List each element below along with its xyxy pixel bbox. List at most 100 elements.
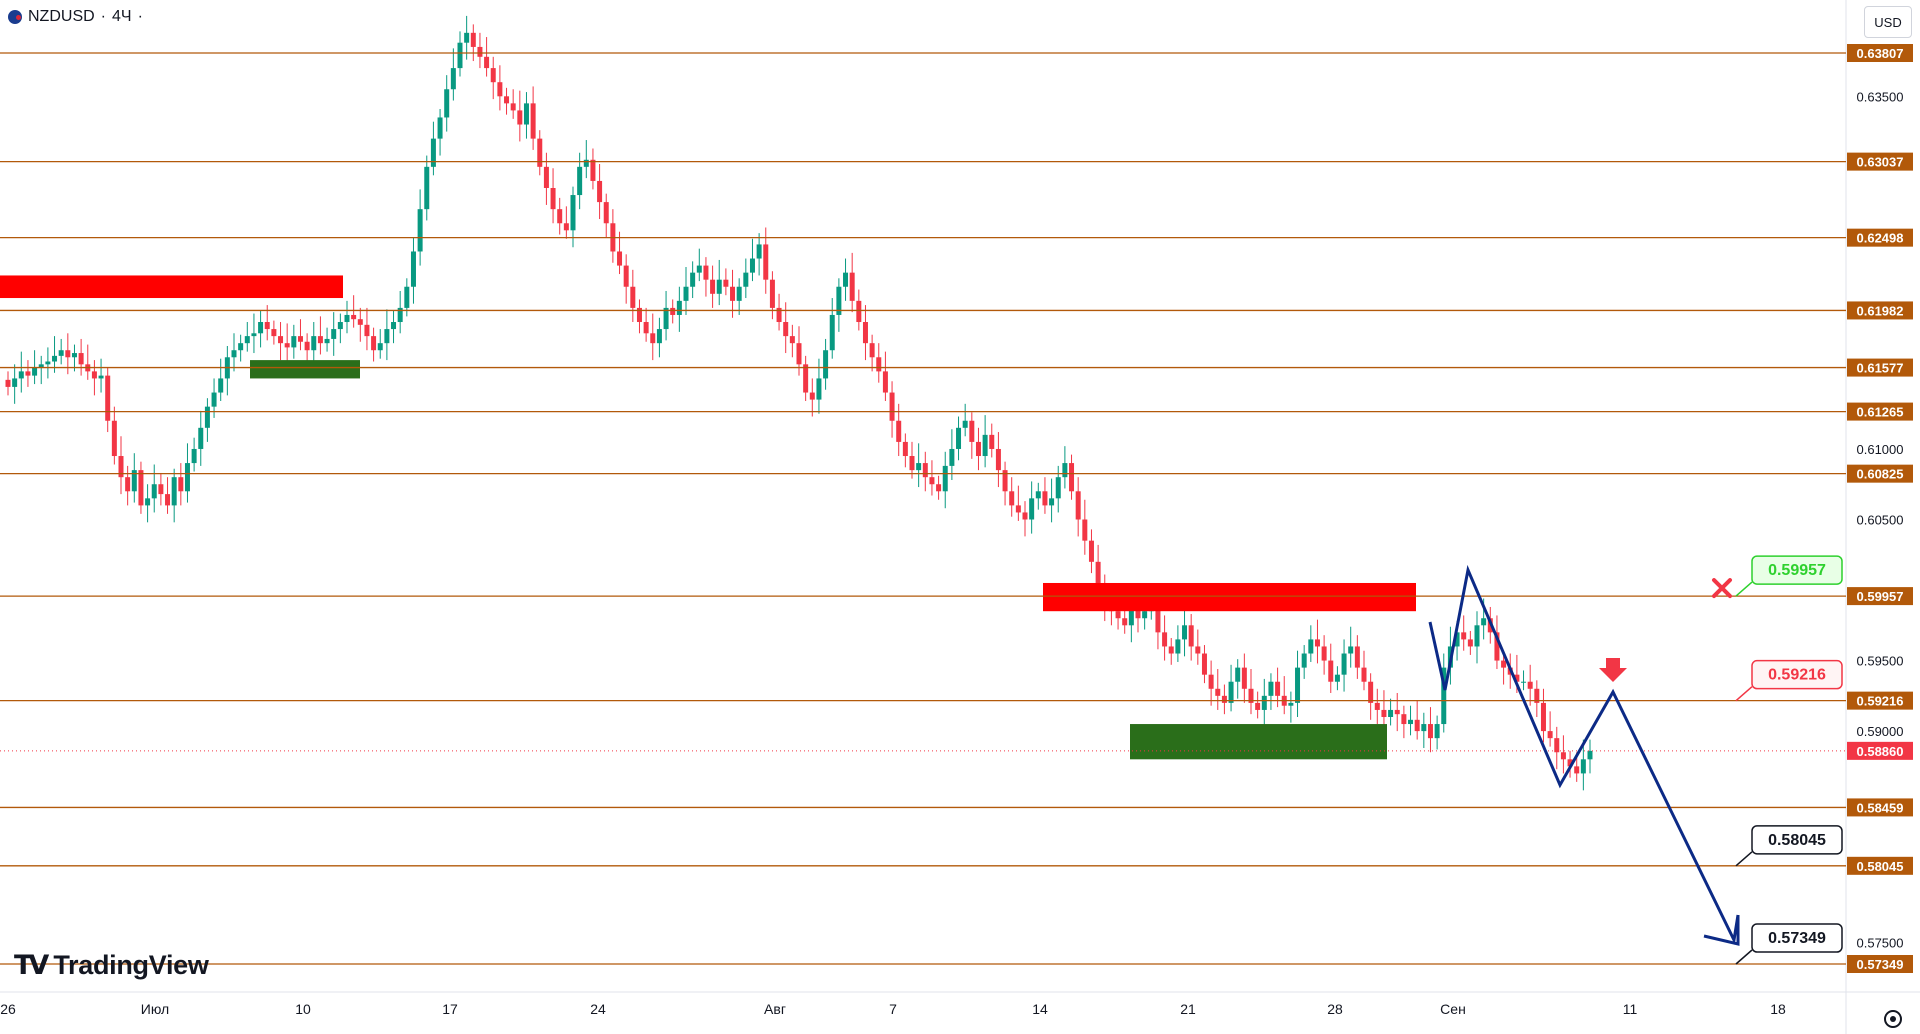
candle-body (902, 441, 908, 457)
price-axis-tick: 0.57500 (1857, 936, 1904, 951)
candle-body (922, 463, 928, 478)
candle-body (271, 329, 277, 337)
candle-body (58, 350, 64, 356)
candle-body (1434, 724, 1440, 739)
candle-body (165, 494, 171, 506)
candle-body (430, 138, 436, 167)
symbol-header[interactable]: NZDUSD · 4Ч · (8, 8, 143, 26)
symbol-name: NZDUSD (28, 8, 95, 25)
price-axis-tick: 0.59000 (1857, 724, 1904, 739)
candle-body (1241, 667, 1247, 689)
candle-body (823, 350, 829, 379)
candle-body (643, 322, 649, 334)
candle-body (38, 364, 44, 368)
candle-body (1142, 611, 1148, 619)
candle-body (191, 448, 197, 464)
callout-box (1751, 555, 1843, 585)
tradingview-logo[interactable]: TV TradingView (14, 950, 209, 981)
candle-body (450, 68, 456, 90)
level-price-tag (1847, 358, 1913, 377)
tradingview-logo-text: TradingView (53, 950, 209, 980)
candle-body (789, 336, 795, 344)
header-dot: · (137, 8, 143, 25)
candle-body (1361, 667, 1367, 682)
candle-body (504, 96, 510, 104)
candle-body (331, 329, 337, 339)
candle-body (670, 307, 676, 315)
down-arrow-icon (1599, 658, 1627, 682)
candle-body (138, 470, 144, 506)
candle-body (1069, 463, 1075, 492)
candle-body (929, 477, 935, 485)
candle-body (1567, 759, 1573, 767)
candle-body (105, 375, 111, 421)
time-axis-tick: 17 (442, 1001, 458, 1017)
candle-body (723, 279, 729, 287)
candle-body (829, 314, 835, 351)
candle-body (749, 258, 755, 273)
nz-flag-icon (8, 10, 22, 24)
candle-body (656, 329, 662, 344)
candle-body (710, 279, 716, 294)
candle-body (1009, 491, 1015, 506)
level-price-tag (1847, 152, 1913, 171)
level-price-label: 0.60825 (1857, 467, 1904, 482)
candle-body (683, 286, 689, 301)
candle-body (1261, 695, 1267, 710)
candle-body (862, 322, 868, 344)
candle-body (1328, 660, 1334, 682)
candle-body (617, 251, 623, 266)
level-price-tag (1847, 587, 1913, 606)
candle-body (936, 484, 942, 492)
candle-body (796, 343, 802, 365)
callout-price-label: 0.57349 (1768, 930, 1826, 947)
candle-body (882, 371, 888, 393)
candle-body (1042, 491, 1048, 506)
candle-body (1540, 702, 1546, 732)
time-axis-tick: Сен (1440, 1001, 1466, 1017)
settings-gear-icon[interactable] (1884, 1010, 1902, 1028)
candle-body (457, 42, 463, 69)
candle-body (1560, 752, 1566, 760)
candle-body (909, 456, 915, 471)
candle-body (1341, 653, 1347, 675)
candle-body (65, 350, 71, 358)
candle-body (131, 470, 137, 492)
level-price-tag (1847, 856, 1913, 875)
candle-body (856, 300, 862, 323)
callout-pointer (1735, 949, 1753, 965)
candle-body (1554, 738, 1560, 753)
candle-body (264, 322, 270, 330)
candle-body (12, 378, 18, 387)
candle-body (71, 353, 77, 358)
candle-body (869, 343, 875, 358)
candle-body (1461, 632, 1467, 640)
candle-body (32, 367, 38, 376)
candle-body (1334, 674, 1340, 682)
candle-body (1182, 625, 1188, 640)
callout-pointer (1735, 851, 1753, 867)
candle-body (1501, 660, 1507, 668)
candle-body (311, 336, 317, 351)
candle-body (690, 272, 696, 287)
candle-body (1521, 681, 1527, 683)
callout-price-label: 0.59216 (1768, 667, 1826, 684)
candle-body (1162, 632, 1168, 647)
candle-body (404, 286, 410, 308)
candle-body (1408, 719, 1414, 725)
candle-body (630, 286, 636, 308)
candle-body (1301, 653, 1307, 668)
time-axis-tick: 28 (1327, 1001, 1343, 1017)
candle-body (803, 364, 809, 393)
level-price-label: 0.61265 (1857, 405, 1904, 420)
level-price-tag (1847, 301, 1913, 320)
candle-body (297, 336, 303, 342)
candle-body (251, 333, 257, 337)
callout-pointer (1735, 686, 1753, 702)
candle-body (1195, 646, 1201, 654)
candle-body (836, 286, 842, 315)
candle-body (603, 202, 609, 224)
currency-button[interactable]: USD (1864, 6, 1912, 38)
